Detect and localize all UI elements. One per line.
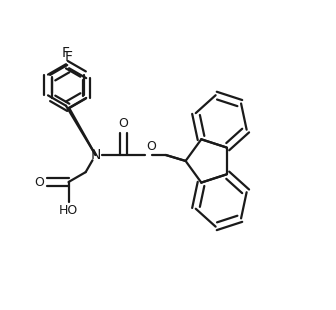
Text: O: O <box>146 140 157 153</box>
Text: F: F <box>65 50 73 64</box>
Text: HO: HO <box>59 204 78 217</box>
Text: O: O <box>118 117 128 130</box>
Text: F: F <box>62 46 70 60</box>
Text: N: N <box>90 148 101 162</box>
Text: O: O <box>34 175 44 188</box>
